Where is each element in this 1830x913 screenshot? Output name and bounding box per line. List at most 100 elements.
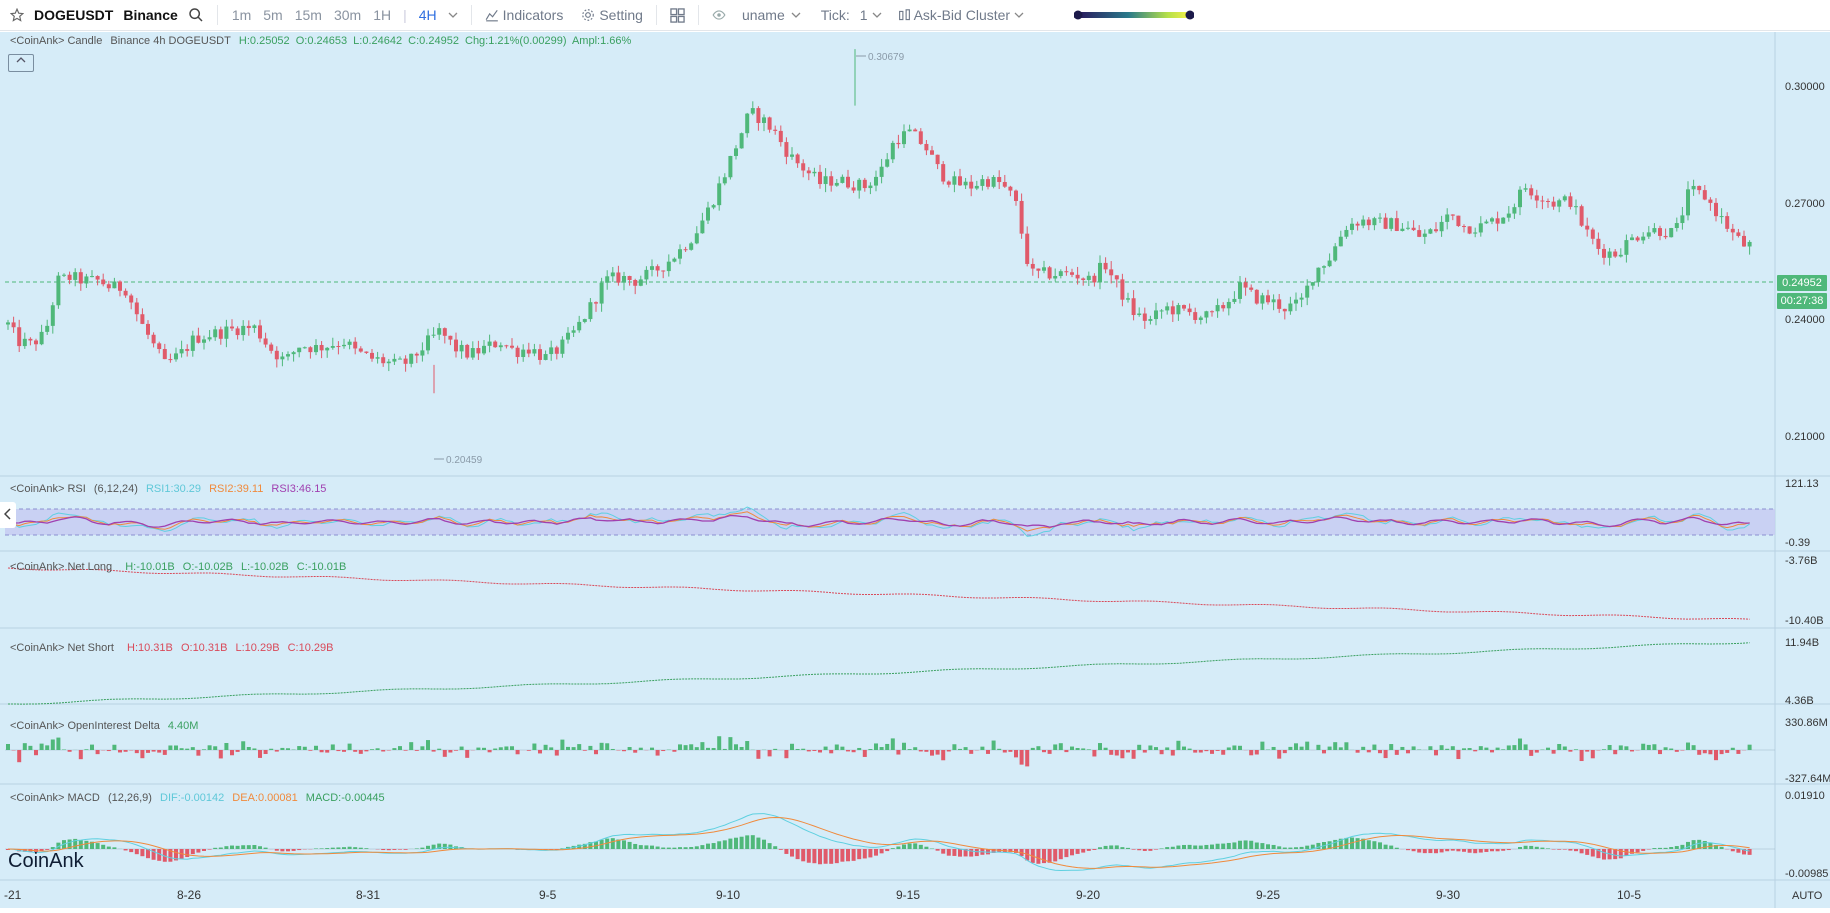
candle [734,145,738,159]
macd-bar [1053,849,1057,861]
oi-bar [348,744,352,750]
candle [1585,218,1589,237]
tick-label: Tick: [816,7,855,23]
macd-bar [135,849,139,854]
layout-grid-icon[interactable] [665,8,690,23]
candle [1003,175,1007,188]
timeframe-5m[interactable]: 5m [257,7,288,23]
candle [1423,229,1427,244]
time-label-7: 9-25 [1256,888,1280,902]
oi-bar [1176,741,1180,750]
oi-bar [191,747,195,750]
side-panel-toggle[interactable] [0,502,16,528]
oi-bar [1294,743,1298,750]
candle [269,342,273,353]
rsi-axis-bottom: -0.39 [1785,537,1810,549]
eye-icon[interactable] [707,8,731,22]
heatmap-gradient-slider[interactable] [1069,9,1199,21]
macd-bar [314,848,318,849]
candle [1188,303,1192,315]
macd-bar [1451,849,1455,851]
candle [376,352,380,364]
macd-bar [1266,844,1270,849]
timeframe-dropdown-chevron-icon[interactable] [443,10,463,20]
candle [84,274,88,288]
candle [829,171,833,191]
user-select[interactable]: uname [737,7,806,23]
oi-bar [689,744,693,750]
candle [560,336,564,358]
oi-bar [1076,748,1080,750]
chart-canvas[interactable]: 0.30679 0.20459 0.30000 0.27000 0.24000 … [0,32,1830,908]
tick-select[interactable]: 1 [855,7,887,23]
indicators-button[interactable]: Indicators [480,7,569,23]
net-long-legend-close: C:-10.01B [297,561,347,573]
oi-bar [824,747,828,750]
macd-bar [196,849,200,853]
candle [1529,185,1533,200]
symbol-label[interactable]: DOGEUSDT [29,7,118,23]
candle [448,336,452,346]
candle [208,330,212,341]
oi-bar [488,750,492,752]
candle [1507,206,1511,222]
time-label-2: 8-31 [356,888,380,902]
macd-bar [1143,849,1147,851]
candle [1496,212,1500,232]
candle [980,175,984,191]
macd-bar [1260,843,1264,849]
candle [1675,218,1679,232]
macd-bar [331,848,335,849]
timeframe-1h[interactable]: 1H [367,7,397,23]
timeframe-15m[interactable]: 15m [289,7,328,23]
favorite-star-icon[interactable] [0,8,29,22]
chart-area[interactable]: 0.30679 0.20459 0.30000 0.27000 0.24000 … [0,32,1830,908]
candle [510,338,514,349]
macd-bar [1445,849,1449,851]
macd-bar [745,835,749,849]
candle [185,344,189,356]
candle [1020,193,1024,238]
cluster-select[interactable]: Ask-Bid Cluster [893,7,1029,23]
candle [1608,248,1612,266]
macd-bar [185,849,189,857]
oi-bar [342,750,346,752]
timeframe-30m[interactable]: 30m [328,7,367,23]
search-icon[interactable] [183,7,209,23]
candle [796,153,800,168]
candle [572,326,576,337]
candle [1350,218,1354,235]
macd-bar [420,848,424,849]
oi-bar [1484,748,1488,750]
macd-bar [896,847,900,849]
candle-legend-prefix: <CoinAnk> Candle [10,35,102,47]
candle [633,279,637,294]
oi-bar [157,750,161,753]
oi-bar [1748,745,1752,750]
macd-bar [840,849,844,862]
macd-bar [706,844,710,849]
candle [1574,200,1578,215]
macd-bar [219,848,223,849]
setting-button[interactable]: Setting [576,7,648,23]
candle-legend: <CoinAnk> Candle Binance 4h DOGEUSDT H:0… [10,35,636,47]
exchange-label[interactable]: Binance [118,7,182,23]
macd-bar [1468,849,1472,853]
timeframe-4h[interactable]: 4H [413,7,443,23]
candle [756,106,760,131]
oi-bar [902,743,906,750]
macd-bar [728,839,732,849]
auto-scale-button[interactable]: AUTO [1792,890,1823,902]
macd-bar [1518,847,1522,849]
oi-bar [409,742,413,750]
oi-bar [1574,749,1578,750]
macd-bar [835,849,839,863]
candle [1227,298,1231,315]
macd-bar [247,845,251,849]
candle [1288,297,1292,315]
macd-bar [1412,849,1416,851]
timeframe-1m[interactable]: 1m [226,7,257,23]
oi-bar [185,749,189,750]
macd-bar [1048,849,1052,863]
collapse-legend-button[interactable] [8,54,34,72]
